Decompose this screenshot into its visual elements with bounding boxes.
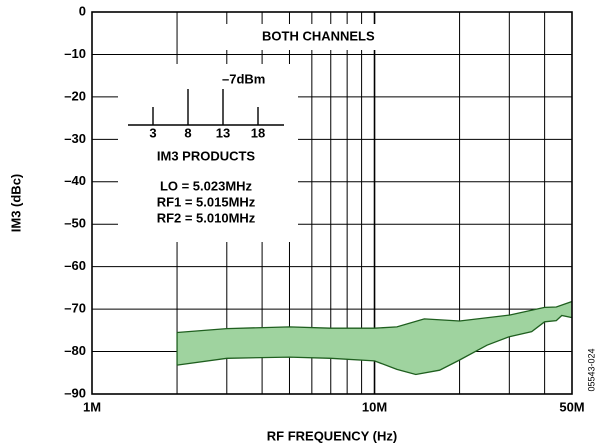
x-tick-label: 1M <box>83 399 101 414</box>
y-tick-label: –50 <box>64 216 86 231</box>
y-tick-label: –30 <box>64 131 86 146</box>
y-axis-title: IM3 (dBc) <box>8 174 23 233</box>
grid-layer <box>92 12 572 394</box>
x-tick-label: 10M <box>362 399 387 414</box>
y-tick-label: –90 <box>64 385 86 400</box>
channels-label-box <box>224 24 429 50</box>
y-tick-label: –70 <box>64 301 86 316</box>
tone-label-3: 3 <box>149 125 156 140</box>
area-layer <box>176 300 573 376</box>
plot-frame <box>91 11 573 395</box>
channels-annotation: BOTH CHANNELS <box>262 28 375 43</box>
annotation-background <box>118 24 429 242</box>
annotation-layer: BOTH CHANNELS –7dBm 3 8 13 18 IM3 PRODUC… <box>128 28 375 225</box>
im3-products-label: IM3 PRODUCTS <box>157 148 256 163</box>
y-tick-label: 0 <box>79 3 86 18</box>
upper-bound-line <box>176 300 573 334</box>
rf2-annotation: RF2 = 5.010MHz <box>157 210 256 225</box>
x-tick-label: 50M <box>559 399 584 414</box>
y-tick-label: –40 <box>64 173 86 188</box>
lower-bound-line <box>176 314 573 376</box>
x-axis-title: RF FREQUENCY (Hz) <box>267 428 397 443</box>
y-tick-label: –10 <box>64 46 86 61</box>
tone-label-18: 18 <box>251 125 265 140</box>
frame-layer <box>91 11 573 395</box>
annotation-box <box>118 64 298 242</box>
y-tick-label: –20 <box>64 88 86 103</box>
tone-label-13: 13 <box>216 125 230 140</box>
y-tick-label: –80 <box>64 343 86 358</box>
lo-annotation: LO = 5.023MHz <box>160 178 253 193</box>
rf1-annotation: RF1 = 5.015MHz <box>157 194 256 209</box>
y-tick-label: –60 <box>64 258 86 273</box>
power-annotation: –7dBm <box>222 71 265 86</box>
figure-id: 05543-024 <box>586 348 596 391</box>
tone-label-8: 8 <box>184 125 191 140</box>
